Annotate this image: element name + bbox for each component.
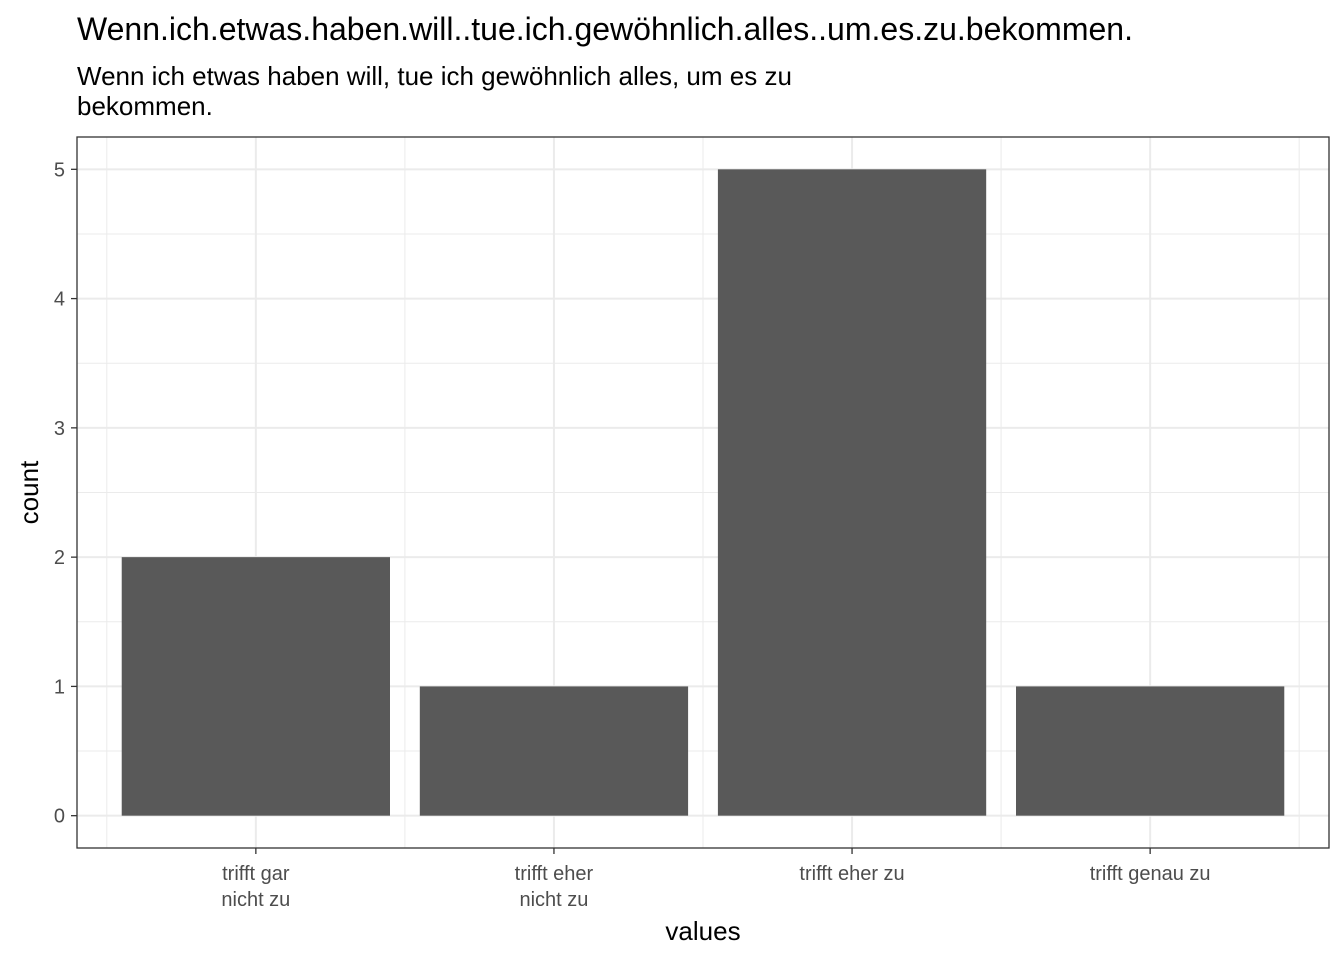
x-tick-label: trifft gar nicht zu <box>221 863 290 911</box>
chart-title: Wenn.ich.etwas.haben.will..tue.ich.gewöh… <box>77 11 1133 47</box>
bar <box>717 169 987 816</box>
chart-subtitle: Wenn ich etwas haben will, tue ich gewöh… <box>77 61 792 121</box>
y-tick-label: 4 <box>54 289 65 311</box>
bar <box>1016 686 1285 816</box>
bars <box>121 169 1285 816</box>
bar <box>419 686 689 816</box>
y-tick-label: 1 <box>54 676 65 698</box>
x-tick-label: trifft genau zu <box>1090 863 1211 885</box>
bar <box>121 557 390 816</box>
x-tick-label: trifft eher zu <box>799 863 904 885</box>
panel-border <box>76 136 1330 849</box>
y-tick-label: 0 <box>54 806 65 828</box>
axes: 0 1 2 3 4 5 trifft gar nicht zu trifft eher nicht… <box>54 159 1211 911</box>
y-tick-label: 3 <box>54 418 65 440</box>
y-tick-label: 5 <box>54 159 65 181</box>
y-axis-title: count <box>14 460 44 524</box>
x-tick-label: trifft eher nicht zu <box>515 863 594 911</box>
x-axis-title: values <box>665 916 740 946</box>
y-tick-label: 2 <box>54 547 65 569</box>
